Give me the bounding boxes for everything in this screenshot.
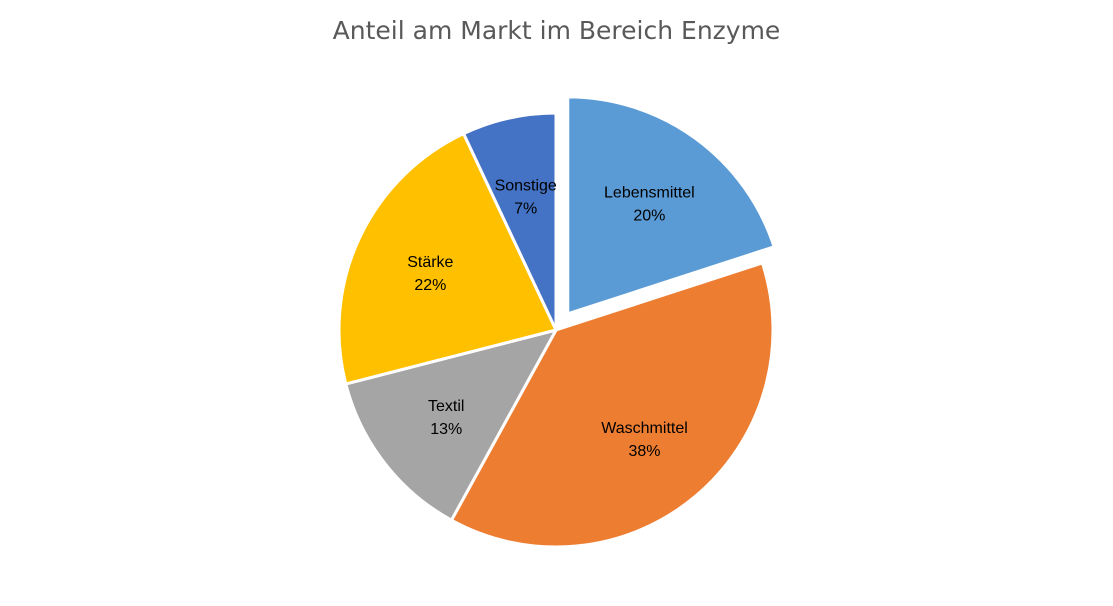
pie-slice-waschmittel — [449, 261, 775, 549]
slice-value-label-sonstige: 7% — [514, 200, 537, 217]
slice-value-label-waschmittel: 38% — [629, 443, 661, 460]
pie-slice-staerke — [337, 132, 558, 386]
pie-slice-sonstige — [462, 111, 558, 332]
slice-category-label-lebensmittel: Lebensmittel — [604, 184, 695, 201]
slice-category-label-waschmittel: Waschmittel — [601, 420, 688, 437]
slice-category-label-textil: Textil — [428, 398, 464, 415]
slice-value-label-textil: 13% — [430, 421, 462, 438]
pie-slice-lebensmittel — [566, 95, 776, 316]
pie-slice-textil — [344, 328, 558, 522]
chart-title: Anteil am Markt im Bereich Enzyme — [332, 16, 781, 45]
slice-value-label-lebensmittel: 20% — [633, 207, 665, 224]
slice-category-label-sonstige: Sonstige — [495, 177, 557, 194]
slice-value-label-staerke: 22% — [414, 277, 446, 294]
slice-category-label-staerke: Stärke — [407, 254, 453, 271]
